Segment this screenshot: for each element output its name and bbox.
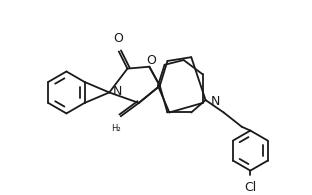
Text: H₂: H₂ xyxy=(111,124,121,133)
Polygon shape xyxy=(158,60,203,113)
Text: O: O xyxy=(113,32,123,45)
Text: O: O xyxy=(146,54,156,67)
Text: N: N xyxy=(210,96,220,108)
Text: N: N xyxy=(113,85,123,98)
Text: Cl: Cl xyxy=(244,181,256,194)
